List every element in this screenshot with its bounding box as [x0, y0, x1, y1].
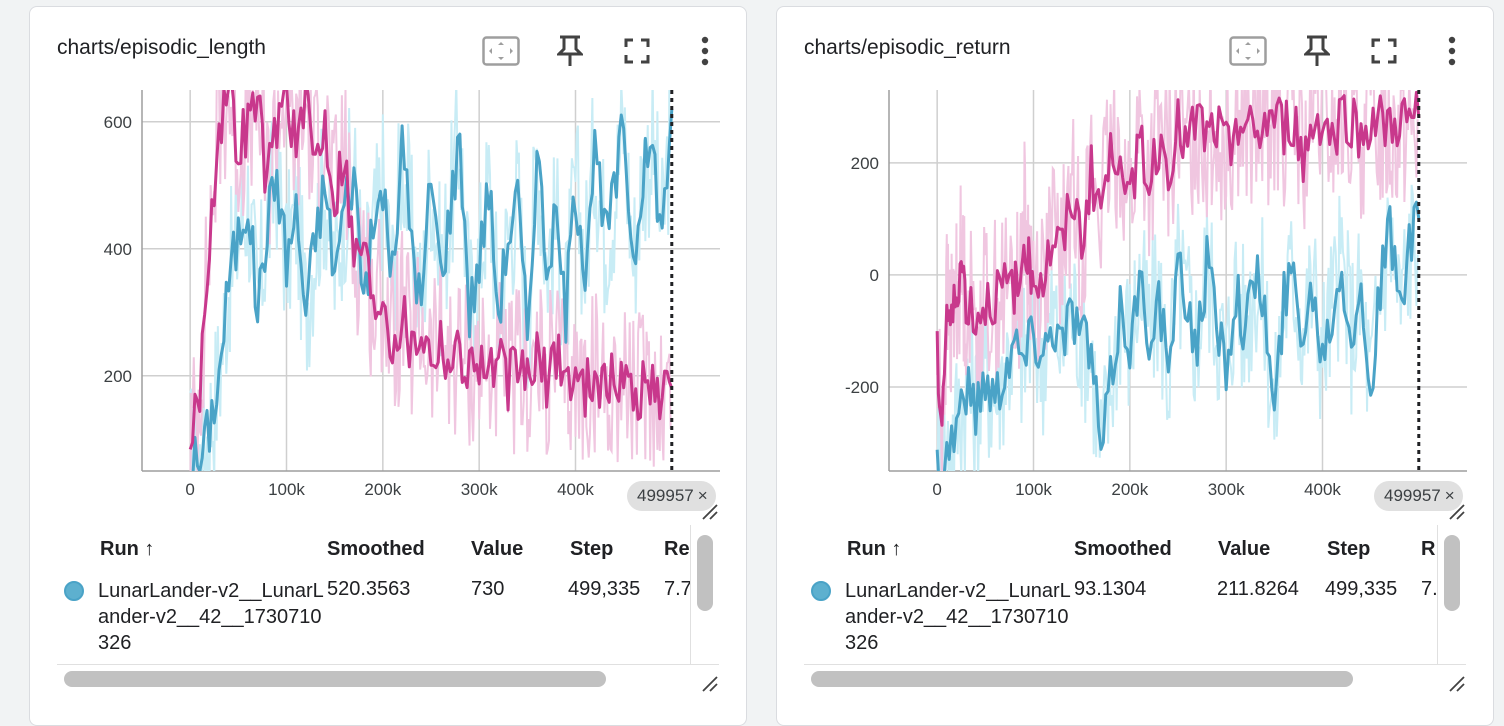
- header-step[interactable]: Step: [1327, 538, 1371, 560]
- close-icon[interactable]: ×: [697, 486, 708, 505]
- step-value: 499957: [637, 486, 694, 505]
- vertical-scroll-thumb[interactable]: [1444, 535, 1460, 611]
- x-tick-label: 200k: [364, 480, 401, 499]
- cell-value: 211.8264: [1217, 578, 1299, 600]
- y-tick-label: 600: [104, 113, 132, 132]
- horizontal-scrollbar[interactable]: [57, 664, 719, 702]
- resize-handle-icon[interactable]: [1448, 675, 1466, 693]
- x-tick-label: 300k: [1208, 480, 1245, 499]
- x-tick-label: 100k: [1015, 480, 1052, 499]
- line-chart[interactable]: 0 100k 200k 300k 400k 200 400 600: [30, 7, 747, 507]
- card-title: charts/episodic_length: [57, 36, 266, 59]
- header-smoothed[interactable]: Smoothed: [327, 538, 425, 560]
- horizontal-scroll-thumb[interactable]: [811, 671, 1353, 687]
- more-vert-icon[interactable]: [1432, 31, 1472, 71]
- cell-smoothed: 520.3563: [327, 578, 411, 600]
- series-line: [188, 90, 674, 450]
- x-tick-label: 100k: [268, 480, 305, 499]
- x-tick-label: 300k: [461, 480, 498, 499]
- header-relative[interactable]: Re: [664, 538, 690, 560]
- y-tick-label: 200: [104, 367, 132, 386]
- x-tick-label: 400k: [557, 480, 594, 499]
- step-marker-chip[interactable]: 499957 ×: [1374, 481, 1463, 511]
- cell-step: 499,335: [568, 578, 641, 600]
- y-tick-label: 200: [851, 154, 879, 173]
- x-tick-label: 400k: [1304, 480, 1341, 499]
- header-value[interactable]: Value: [1218, 538, 1271, 560]
- fit-domain-icon[interactable]: [481, 31, 521, 71]
- x-tick-label: 200k: [1111, 480, 1148, 499]
- y-tick-label: -200: [845, 378, 879, 397]
- runs-table: Run ↑ Smoothed Value Step Re LunarLander…: [57, 525, 719, 665]
- raw-series-line: [936, 184, 1419, 471]
- header-smoothed[interactable]: Smoothed: [1074, 538, 1172, 560]
- series-line: [935, 200, 1421, 471]
- header-run[interactable]: Run ↑: [100, 538, 155, 560]
- runs-table: Run ↑ Smoothed Value Step R LunarLander-…: [804, 525, 1466, 665]
- header-relative[interactable]: R: [1421, 538, 1436, 560]
- close-icon[interactable]: ×: [1444, 486, 1455, 505]
- x-tick-label: 0: [932, 480, 941, 499]
- x-tick-label: 0: [185, 480, 194, 499]
- vertical-scrollbar[interactable]: [1437, 525, 1467, 665]
- y-tick-label: 400: [104, 240, 132, 259]
- vertical-scrollbar[interactable]: [690, 525, 720, 665]
- vertical-scroll-thumb[interactable]: [697, 535, 713, 611]
- run-color-dot[interactable]: [811, 581, 831, 601]
- card-title: charts/episodic_return: [804, 36, 1011, 59]
- step-value: 499957: [1384, 486, 1441, 505]
- cell-relative: 7.: [1421, 578, 1438, 600]
- line-chart[interactable]: 0 100k 200k 300k 400k -200 0 200: [777, 7, 1494, 507]
- step-marker-chip[interactable]: 499957 ×: [627, 481, 716, 511]
- more-vert-icon[interactable]: [685, 31, 725, 71]
- resize-handle-icon[interactable]: [701, 675, 719, 693]
- chart-card-episodic-return: charts/episodic_return 0 100k 200k 300k 400k…: [776, 6, 1494, 726]
- plot-area: [188, 90, 674, 471]
- header-step[interactable]: Step: [570, 538, 614, 560]
- resize-handle-icon[interactable]: [1448, 503, 1466, 521]
- horizontal-scrollbar[interactable]: [804, 664, 1466, 702]
- cell-relative: 7.7: [664, 578, 692, 600]
- cell-smoothed: 93.1304: [1074, 578, 1147, 600]
- header-run[interactable]: Run ↑: [847, 538, 902, 560]
- run-name: LunarLander-v2__LunarLander-v2__42__1730…: [98, 580, 324, 654]
- header-value[interactable]: Value: [471, 538, 524, 560]
- pin-icon[interactable]: [1297, 31, 1337, 71]
- run-color-dot[interactable]: [64, 581, 84, 601]
- cell-step: 499,335: [1325, 578, 1398, 600]
- cell-value: 730: [471, 578, 505, 600]
- fullscreen-icon[interactable]: [1364, 31, 1404, 71]
- fullscreen-icon[interactable]: [617, 31, 657, 71]
- fit-domain-icon[interactable]: [1228, 31, 1268, 71]
- series-line: [935, 90, 1421, 427]
- plot-area: [935, 90, 1421, 471]
- chart-card-episodic-length: charts/episodic_length 0 100k 200k 300k 400k…: [29, 6, 747, 726]
- y-tick-label: 0: [870, 266, 879, 285]
- raw-series-line: [936, 90, 1419, 471]
- pin-icon[interactable]: [550, 31, 590, 71]
- series-line: [191, 108, 674, 471]
- resize-handle-icon[interactable]: [701, 503, 719, 521]
- horizontal-scroll-thumb[interactable]: [64, 671, 606, 687]
- run-name: LunarLander-v2__LunarLander-v2__42__1730…: [845, 580, 1071, 654]
- raw-series-line: [189, 90, 672, 471]
